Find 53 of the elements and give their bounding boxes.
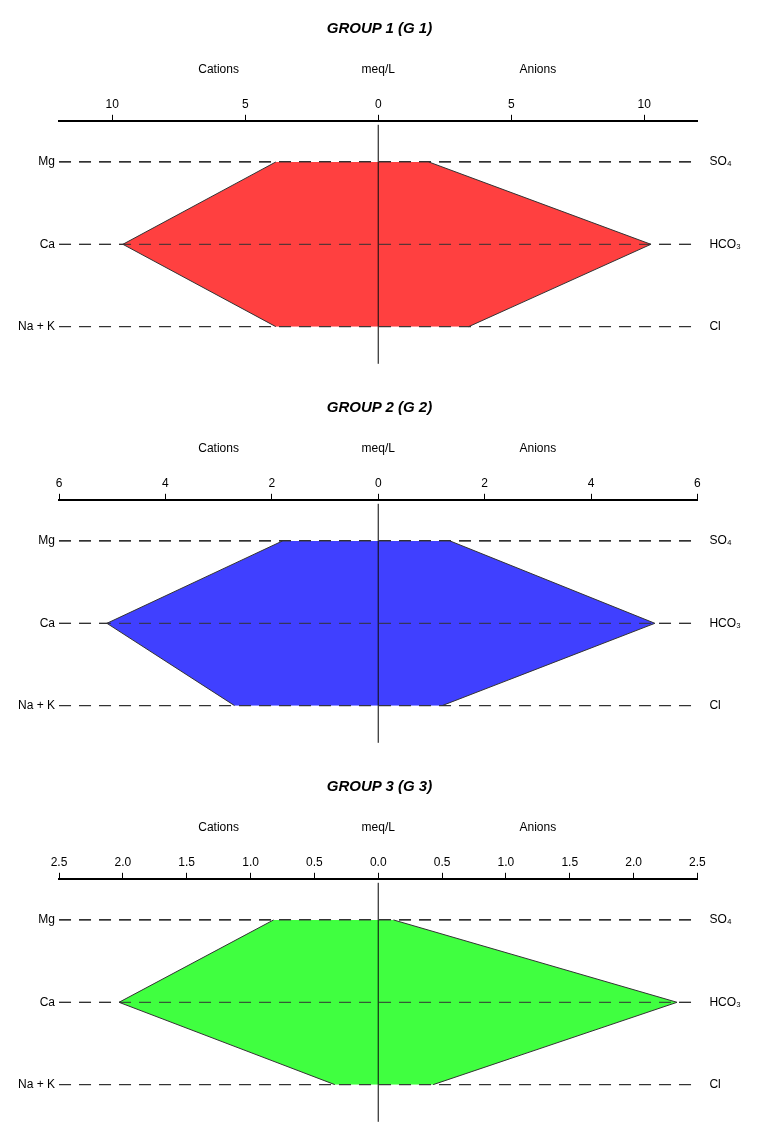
x-axis-title: meq/L (361, 61, 396, 76)
x-axis-title: meq/L (361, 440, 396, 455)
y2-tick-label: SO₄ (709, 533, 732, 548)
x-tick-label: 4 (587, 475, 595, 490)
x-tick-label: 6 (694, 475, 702, 490)
x-tick-label: 0 (374, 475, 382, 490)
x-tick-label: 0.5 (306, 854, 324, 869)
y-tick-label: Ca (39, 615, 56, 630)
text: Anions (519, 820, 557, 835)
x-tick-label: 2.0 (625, 854, 643, 869)
y-tick-label: Na + K (17, 318, 56, 333)
x-tick-label: 1.5 (178, 854, 196, 869)
text: Cations (198, 62, 239, 77)
x-tick-label: 2.0 (114, 854, 132, 869)
chart-title: GROUP 3 (G 3) (326, 777, 433, 795)
x-tick-label: 4 (162, 475, 170, 490)
text: Anions (519, 441, 557, 456)
x-tick-label: 1.0 (497, 854, 515, 869)
y2-tick-label: SO₄ (709, 154, 732, 169)
x-tick-label: 2.5 (689, 854, 707, 869)
x-tick-label: 1.0 (242, 854, 260, 869)
y-tick-label: Mg (38, 533, 56, 548)
y-tick-label: Na + K (17, 1076, 56, 1091)
text: Anions (519, 62, 557, 77)
y2-tick-label: Cl (709, 318, 721, 333)
y-tick-label: Ca (39, 236, 56, 251)
y2-tick-label: Cl (709, 697, 721, 712)
text: Cations (198, 441, 239, 456)
text: Cations (198, 820, 239, 835)
y-tick-label: Mg (38, 912, 56, 927)
x-tick-label: 5 (507, 96, 515, 111)
x-tick-label: 5 (241, 96, 249, 111)
x-tick-label: 0 (374, 96, 382, 111)
y-tick-label: Ca (39, 994, 56, 1009)
x-tick-label: 10 (105, 96, 120, 111)
x-tick-label: 0.0 (369, 854, 387, 869)
x-tick-label: 0.5 (433, 854, 451, 869)
x-tick-label: 10 (637, 96, 652, 111)
y2-tick-label: SO₄ (709, 912, 732, 927)
x-tick-label: 2 (268, 475, 276, 490)
x-axis-title: meq/L (361, 819, 396, 834)
y-tick-label: Mg (38, 154, 56, 169)
y2-tick-label: HCO₃ (709, 994, 742, 1009)
x-tick-label: 1.5 (561, 854, 579, 869)
y2-tick-label: HCO₃ (709, 236, 742, 251)
y2-tick-label: Cl (709, 1076, 721, 1091)
y2-tick-label: HCO₃ (709, 615, 742, 630)
chart-title: GROUP 2 (G 2) (326, 398, 433, 416)
x-tick-label: 2 (481, 475, 489, 490)
x-tick-label: 6 (55, 475, 63, 490)
x-tick-label: 2.5 (50, 854, 68, 869)
y-tick-label: Na + K (17, 697, 56, 712)
chart-title: GROUP 1 (G 1) (326, 19, 433, 37)
